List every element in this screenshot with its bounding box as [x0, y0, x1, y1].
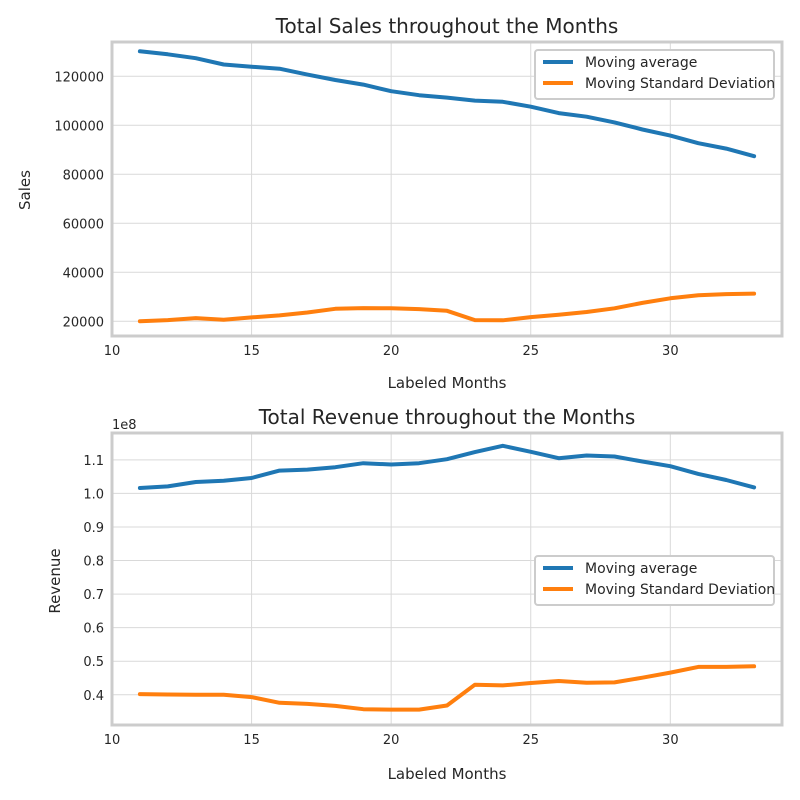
sales-legend: Moving average Moving Standard Deviation: [534, 49, 775, 100]
sales-x-tick-label: 15: [243, 344, 260, 359]
sales-x-tick-label: 25: [522, 344, 539, 359]
sales-chart-title: Total Sales throughout the Months: [275, 14, 619, 38]
revenue-y-tick-label: 0.5: [83, 655, 104, 670]
revenue-legend-label: Moving average: [585, 561, 697, 577]
revenue-y-tick-label: 1.0: [83, 487, 104, 502]
revenue-y-tick-label: 1.1: [83, 454, 104, 469]
sales-legend-label: Moving Standard Deviation: [585, 76, 775, 92]
revenue-series-line-moving-std: [137, 664, 757, 712]
sales-y-tick-label: 60000: [63, 217, 104, 232]
revenue-legend-label: Moving Standard Deviation: [585, 582, 775, 598]
sales-series-line-moving-std: [137, 291, 757, 324]
revenue-x-tick-label: 30: [662, 733, 679, 748]
revenue-y-tick-label: 0.6: [83, 622, 104, 637]
revenue-y-tick-label: 0.4: [83, 689, 104, 704]
revenue-x-tick-label: 25: [522, 733, 539, 748]
sales-x-tick-label: 30: [662, 344, 679, 359]
revenue-x-tick-label: 10: [104, 733, 121, 748]
sales-legend-label: Moving average: [585, 55, 697, 71]
sales-plot-frame: [110, 40, 784, 338]
sales-y-tick-label: 40000: [63, 266, 104, 281]
revenue-chart: Total Revenue throughout the Months Labe…: [46, 405, 784, 783]
sales-y-tick-label: 120000: [54, 70, 104, 85]
sales-x-axis-label: Labeled Months: [388, 374, 507, 392]
sales-x-tick-label: 20: [383, 344, 400, 359]
revenue-chart-title: Total Revenue throughout the Months: [258, 405, 636, 429]
revenue-series-line-moving-average: [137, 443, 757, 490]
sales-y-tick-label: 20000: [63, 315, 104, 330]
sales-chart: Total Sales throughout the Months Labele…: [16, 14, 784, 392]
revenue-plot-frame: [110, 431, 784, 727]
revenue-y-tick-label: 0.7: [83, 588, 104, 603]
revenue-x-axis-label: Labeled Months: [388, 765, 507, 783]
revenue-y-axis-label: Revenue: [46, 548, 64, 613]
revenue-legend: Moving average Moving Standard Deviation: [534, 555, 775, 606]
revenue-y-tick-label: 0.8: [83, 555, 104, 570]
revenue-x-tick-label: 20: [383, 733, 400, 748]
sales-legend-box: [534, 49, 775, 100]
revenue-legend-box: [534, 555, 775, 606]
revenue-y-offset-label: 1e8: [112, 418, 137, 433]
revenue-x-tick-label: 15: [243, 733, 260, 748]
sales-y-tick-label: 100000: [54, 119, 104, 134]
revenue-y-tick-label: 0.9: [83, 521, 104, 536]
sales-series-line-moving-average: [137, 49, 757, 159]
sales-x-tick-label: 10: [104, 344, 121, 359]
sales-y-axis-label: Sales: [16, 170, 34, 210]
sales-y-tick-label: 80000: [63, 168, 104, 183]
